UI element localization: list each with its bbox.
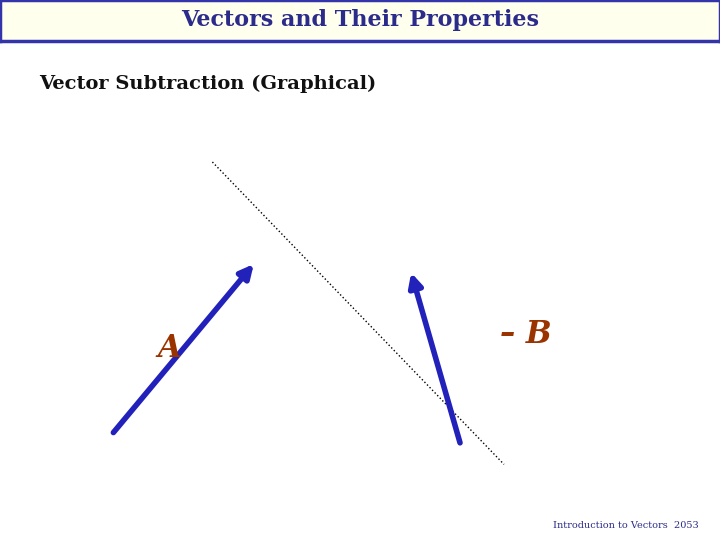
Text: A: A [158,333,181,364]
Bar [0,0,720,40]
Text: Introduction to Vectors  2053: Introduction to Vectors 2053 [553,521,698,530]
Text: – B: – B [500,319,552,350]
Text: Vectors and Their Properties: Vectors and Their Properties [181,9,539,31]
Text: Vector Subtraction (Graphical): Vector Subtraction (Graphical) [40,75,377,93]
